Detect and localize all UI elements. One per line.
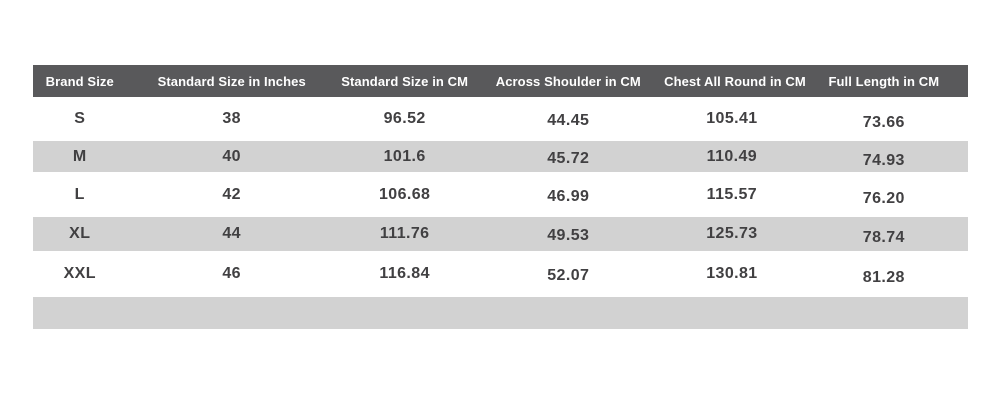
cell-brand-size: S [74, 110, 86, 127]
cell-standard-size-cm: 111.76 [379, 225, 430, 242]
table-row-l: L 42 106.68 46.99 115.57 76.20 [33, 172, 968, 217]
cell-brand-size: L [74, 185, 85, 203]
cell-brand-size: M [72, 147, 87, 165]
cell-standard-size-cm: 106.68 [378, 185, 431, 203]
size-chart-table: Brand Size Standard Size in Inches Stand… [33, 65, 968, 329]
cell-across-shoulder-cm: 49.53 [547, 227, 590, 244]
cell-brand-size: XXL [63, 265, 96, 282]
header-cell-chest-all-round-cm: Chest All Round in CM [664, 73, 806, 89]
table-row-xl: XL 44 111.76 49.53 125.73 78.74 [33, 217, 968, 251]
cell-standard-size-cm: 96.52 [383, 110, 426, 127]
cell-full-length-cm: 73.66 [862, 114, 905, 131]
cell-standard-size-inches: 38 [222, 110, 241, 127]
cell-standard-size-inches: 42 [222, 185, 241, 203]
cell-full-length-cm: 76.20 [862, 189, 905, 207]
empty-footer-row [33, 297, 968, 329]
table-row-m: M 40 101.6 45.72 110.49 74.93 [33, 141, 968, 172]
cell-chest-all-round-cm: 115.57 [706, 185, 758, 203]
header-cell-standard-size-cm: Standard Size in CM [341, 73, 469, 89]
cell-standard-size-cm: 101.6 [383, 147, 426, 165]
header-cell-across-shoulder-cm: Across Shoulder in CM [495, 73, 641, 89]
cell-brand-size: XL [69, 225, 91, 242]
cell-standard-size-inches: 44 [222, 225, 241, 242]
cell-standard-size-inches: 40 [222, 147, 241, 165]
cell-chest-all-round-cm: 105.41 [706, 110, 758, 127]
cell-full-length-cm: 78.74 [862, 229, 905, 246]
cell-full-length-cm: 81.28 [862, 269, 905, 286]
cell-standard-size-cm: 116.84 [379, 265, 430, 282]
cell-across-shoulder-cm: 45.72 [547, 149, 590, 167]
cell-chest-all-round-cm: 110.49 [706, 147, 758, 165]
cell-across-shoulder-cm: 46.99 [547, 187, 590, 205]
table-row-s: S 38 96.52 44.45 105.41 73.66 [33, 97, 968, 141]
header-cell-full-length-cm: Full Length in CM [828, 73, 940, 89]
cell-across-shoulder-cm: 52.07 [547, 267, 590, 284]
table-row-xxl: XXL 46 116.84 52.07 130.81 81.28 [33, 251, 968, 297]
cell-full-length-cm: 74.93 [862, 151, 905, 169]
cell-across-shoulder-cm: 44.45 [547, 112, 590, 129]
table-header-row: Brand Size Standard Size in Inches Stand… [33, 65, 968, 97]
cell-chest-all-round-cm: 125.73 [706, 225, 758, 242]
header-cell-standard-size-inches: Standard Size in Inches [157, 73, 306, 89]
cell-standard-size-inches: 46 [222, 265, 241, 282]
header-cell-brand-size: Brand Size [45, 73, 114, 89]
cell-chest-all-round-cm: 130.81 [706, 265, 758, 282]
